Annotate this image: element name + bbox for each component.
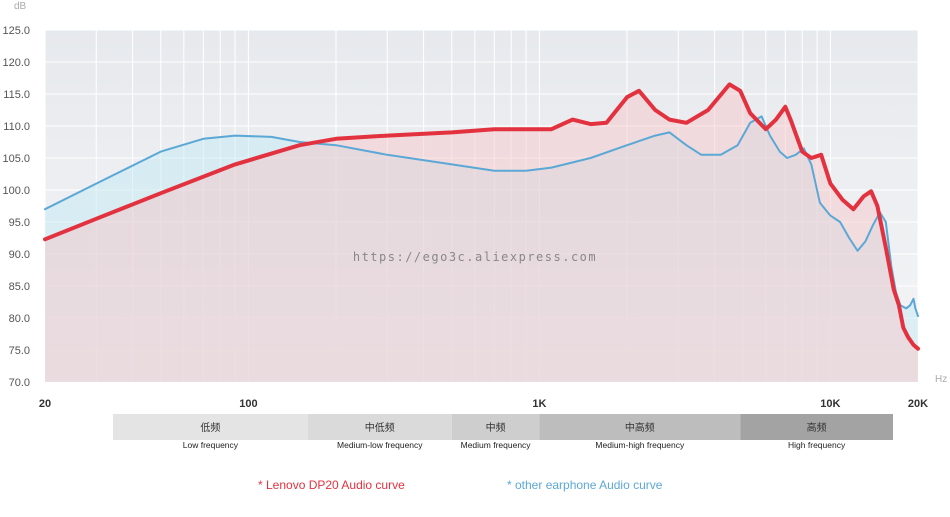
watermark-text: https://ego3c.aliexpress.com xyxy=(353,250,597,264)
x-tick-label: 20 xyxy=(39,398,51,410)
band-2 xyxy=(451,414,540,440)
series-area-other xyxy=(45,116,918,383)
band-label-cn: 低频 xyxy=(200,421,220,434)
chart-legend: * Lenovo DP20 Audio curve * other earphon… xyxy=(258,478,663,492)
y-tick-label: 85.0 xyxy=(9,281,30,293)
band-label-cn: 中高频 xyxy=(625,421,655,434)
y-tick-label: 105.0 xyxy=(2,153,30,165)
x-tick-label: 10K xyxy=(820,398,840,410)
series-line-lenovo xyxy=(43,82,920,351)
band-0 xyxy=(113,414,308,440)
band-label-cn: 中低频 xyxy=(365,421,395,434)
y-tick-label: 120.0 xyxy=(2,57,30,69)
curve-fills xyxy=(45,84,918,383)
y-tick-label: 125.0 xyxy=(2,25,30,37)
frequency-bands: 低频 Low frequency 中低频 Medium-low frequency 中频… xyxy=(113,414,893,450)
y-tick-label: 70.0 xyxy=(9,377,30,389)
x-tick-label: 100 xyxy=(239,398,257,410)
y-tick-label: 75.0 xyxy=(9,345,30,357)
band-label-en: Medium-high frequency xyxy=(595,440,685,450)
y-tick-label: 110.0 xyxy=(3,121,30,133)
band-4 xyxy=(740,414,893,440)
chart-axes: 70.0 75.0 80.0 85.0 90.0 95.0 100.0 105.0 110.0 1… xyxy=(2,1,947,410)
x-tick-label: 1K xyxy=(532,398,546,410)
band-label-cn: 高频 xyxy=(807,421,827,434)
y-tick-label: 100.0 xyxy=(2,185,30,197)
x-tick-label: 20K xyxy=(908,398,928,410)
band-label-en: Low frequency xyxy=(183,440,239,450)
band-label-en: Medium frequency xyxy=(461,440,532,450)
chart-grid xyxy=(44,29,919,383)
y-axis-unit: dB xyxy=(14,1,27,12)
band-1 xyxy=(307,414,452,440)
series-line-other xyxy=(44,115,919,318)
x-axis-unit: Hz xyxy=(935,374,947,385)
plot-background xyxy=(45,30,918,382)
y-tick-label: 115.0 xyxy=(3,89,30,101)
y-tick-label: 95.0 xyxy=(9,217,30,229)
band-label-en: High frequency xyxy=(788,440,846,450)
series-area-lenovo xyxy=(45,84,918,383)
band-3 xyxy=(539,414,741,440)
curve-lines xyxy=(43,82,920,351)
y-tick-label: 80.0 xyxy=(9,313,30,325)
legend-item-other: * other earphone Audio curve xyxy=(507,478,663,492)
legend-item-lenovo: * Lenovo DP20 Audio curve xyxy=(258,478,405,492)
band-label-cn: 中频 xyxy=(486,421,506,434)
y-tick-label: 90.0 xyxy=(9,249,30,261)
band-label-en: Medium-low frequency xyxy=(337,440,423,450)
